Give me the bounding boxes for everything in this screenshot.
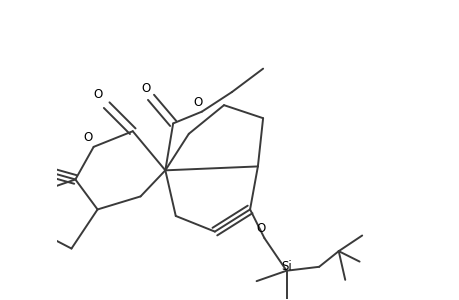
Text: Si: Si [280, 260, 291, 273]
Text: O: O [84, 131, 93, 144]
Text: O: O [193, 96, 202, 109]
Text: O: O [255, 223, 264, 236]
Text: O: O [141, 82, 150, 95]
Text: O: O [93, 88, 102, 101]
